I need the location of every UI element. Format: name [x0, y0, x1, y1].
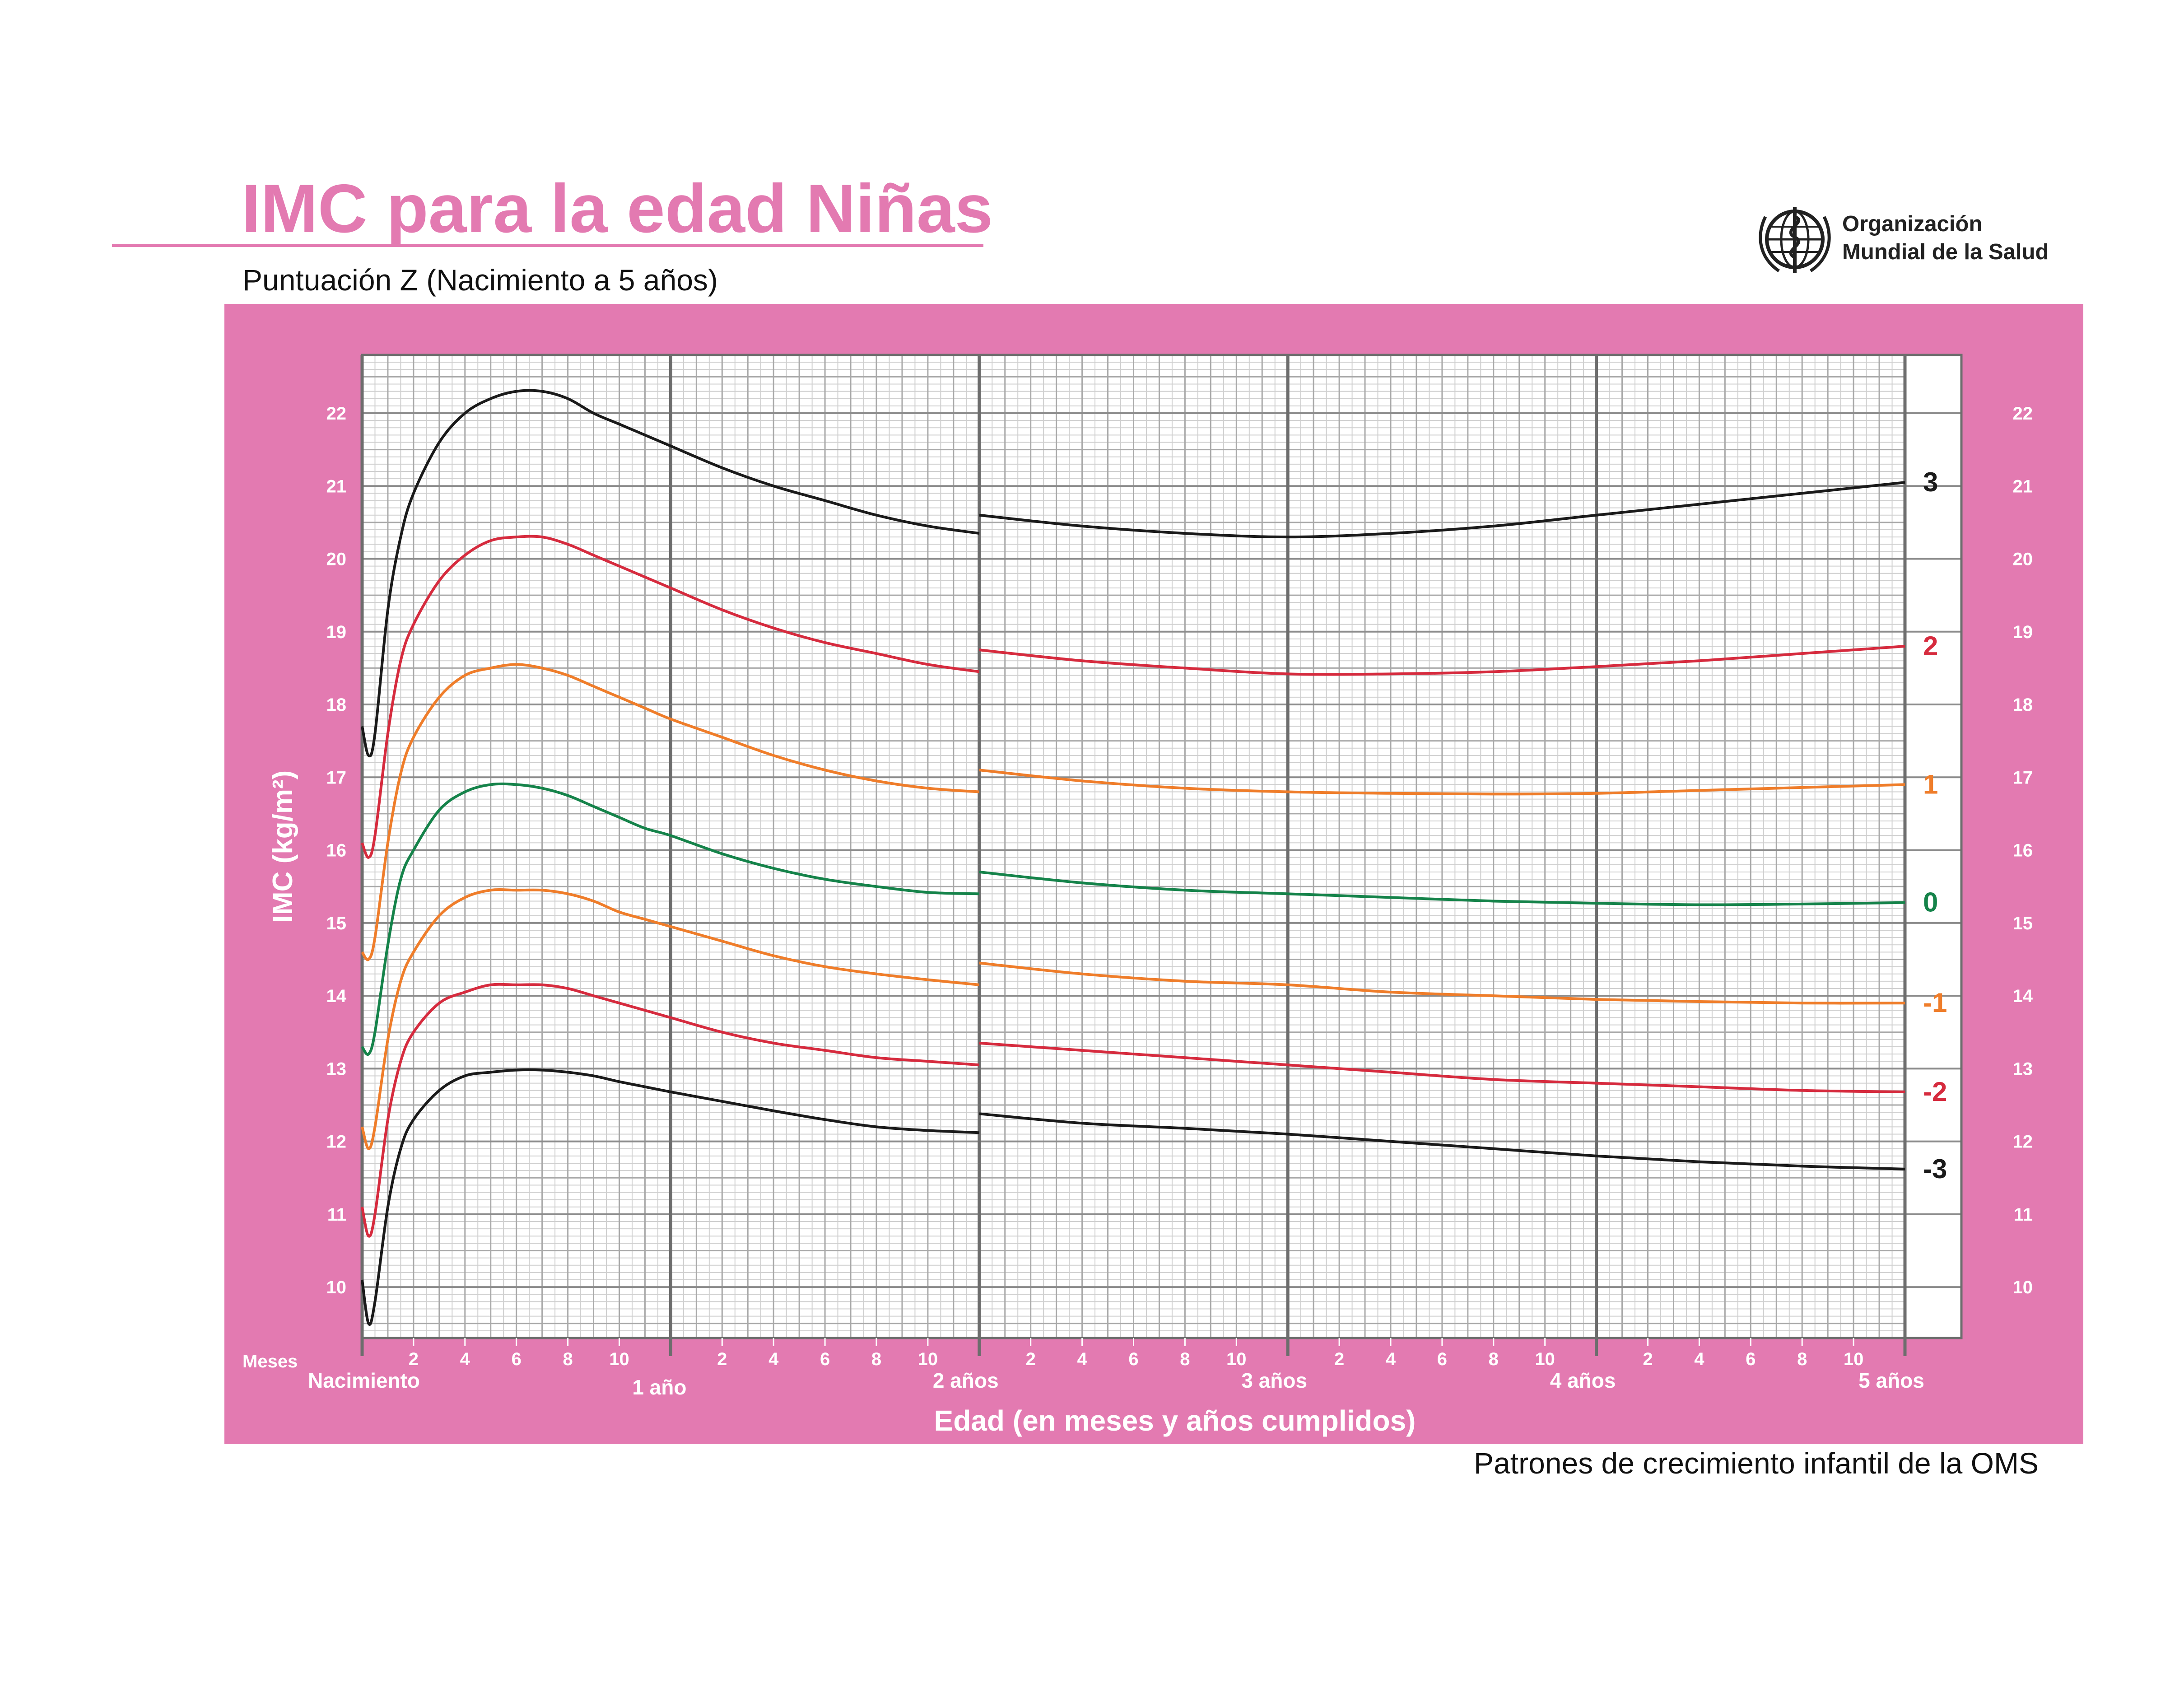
- series-line-z-1: [361, 888, 980, 1150]
- month-tick-label: 4: [460, 1349, 470, 1369]
- series-label-z0: 0: [1923, 887, 1938, 918]
- plot-area: [362, 355, 1961, 1338]
- month-tick-label: 4: [1386, 1349, 1396, 1369]
- series-label-z3: 3: [1923, 467, 1938, 497]
- y-tick-label-left: 13: [326, 1059, 347, 1079]
- month-tick-label: 8: [871, 1349, 881, 1369]
- months-label: Meses: [242, 1352, 298, 1371]
- page-title: IMC para la edad Niñas: [242, 170, 993, 247]
- who-logo-text: Organización Mundial de la Salud: [1842, 210, 2049, 266]
- month-tick-label: 2: [1643, 1349, 1653, 1369]
- month-tick-label: 4: [1694, 1349, 1704, 1369]
- series-line-z2: [979, 645, 1905, 676]
- y-tick-label-right: 18: [2013, 695, 2033, 715]
- series-line-z-2: [979, 1041, 1905, 1093]
- y-tick-label-left: 14: [326, 986, 347, 1006]
- month-tick-label: 4: [1077, 1349, 1087, 1369]
- series-line-z-3: [361, 1068, 979, 1326]
- y-tick-label-left: 15: [326, 914, 347, 933]
- series-line-z-2: [361, 983, 980, 1238]
- year-label: 5 años: [1858, 1369, 1924, 1392]
- series-line-z0: [979, 870, 1905, 906]
- y-tick-label-left: 12: [326, 1132, 347, 1152]
- series-line-z1: [979, 769, 1905, 796]
- title-underline: [112, 244, 983, 247]
- who-logo-line2: Mundial de la Salud: [1842, 240, 2049, 264]
- series-line-z3: [979, 481, 1905, 539]
- y-tick-label-left: 20: [326, 550, 347, 569]
- month-tick-label: 4: [768, 1349, 779, 1369]
- y-tick-label-right: 16: [2013, 841, 2033, 861]
- who-logo: Organización Mundial de la Salud: [1752, 199, 2049, 280]
- who-logo-line1: Organización: [1842, 212, 1983, 236]
- month-tick-label: 8: [1489, 1349, 1499, 1369]
- series-label-z1: 1: [1923, 769, 1938, 799]
- chart-panel: 10 10 11 11 12 12 13 13 14 14 15 15 16 16 17 17 18 18 19 19…: [224, 304, 2083, 1444]
- mid-grid: [361, 355, 1906, 1338]
- y-tick-label-left: 22: [326, 404, 347, 424]
- y-tick-label-right: 21: [2013, 476, 2033, 496]
- y-tick-label-right: 20: [2013, 550, 2033, 569]
- month-tick-label: 6: [820, 1349, 830, 1369]
- month-tick-label: 10: [1844, 1349, 1864, 1369]
- page-subtitle: Puntuación Z (Nacimiento a 5 años): [242, 263, 718, 297]
- series-label-z-1: -1: [1923, 988, 1947, 1018]
- year-label: Nacimiento: [308, 1369, 420, 1392]
- month-tick-label: 2: [1026, 1349, 1036, 1369]
- month-tick-label: 6: [1746, 1349, 1756, 1369]
- year-label: 1 año: [632, 1376, 686, 1399]
- series-label-z2: 2: [1923, 631, 1938, 661]
- month-tick-label: 10: [918, 1349, 938, 1369]
- series-line-z1: [361, 663, 980, 961]
- y-tick-label-left: 17: [326, 768, 347, 788]
- y-tick-label-left: 18: [326, 695, 347, 715]
- month-tick-label: 6: [512, 1349, 522, 1369]
- y-tick-label-right: 13: [2013, 1059, 2033, 1079]
- y-tick-label-left: 11: [327, 1205, 346, 1225]
- y-tick-label-right: 11: [2014, 1205, 2033, 1225]
- y-tick-label-right: 15: [2013, 914, 2033, 933]
- series-line-z0: [361, 782, 979, 1056]
- year-label: 4 años: [1550, 1369, 1616, 1392]
- y-tick-label-left: 21: [326, 476, 347, 496]
- year-label: 2 años: [933, 1369, 999, 1392]
- month-tick-label: 6: [1437, 1349, 1447, 1369]
- month-tick-label: 2: [409, 1349, 419, 1369]
- month-tick-label: 10: [609, 1349, 629, 1369]
- month-tick-label: 8: [1797, 1349, 1807, 1369]
- y-axis-label: IMC (kg/m²): [267, 770, 298, 923]
- major-grid: [362, 412, 1961, 1288]
- y-tick-label-right: 17: [2013, 768, 2033, 788]
- y-tick-label-left: 10: [326, 1278, 347, 1297]
- y-tick-label-left: 19: [326, 622, 347, 642]
- series-line-z2: [361, 535, 980, 859]
- who-emblem-icon: [1759, 207, 1831, 273]
- month-tick-label: 8: [563, 1349, 573, 1369]
- x-axis-label: Edad (en meses y años cumplidos): [934, 1404, 1416, 1437]
- y-tick-label-right: 19: [2013, 622, 2033, 642]
- y-tick-label-right: 10: [2013, 1278, 2033, 1297]
- series-label-z-3: -3: [1923, 1154, 1947, 1184]
- month-tick-label: 2: [1334, 1349, 1344, 1369]
- month-tick-label: 6: [1128, 1349, 1138, 1369]
- series-line-z-3: [979, 1112, 1905, 1170]
- month-tick-label: 8: [1180, 1349, 1190, 1369]
- month-tick-label: 2: [717, 1349, 727, 1369]
- y-tick-label-right: 22: [2013, 404, 2033, 424]
- year-label: 3 años: [1241, 1369, 1307, 1392]
- y-tick-label-left: 16: [326, 841, 347, 861]
- series-line-z-1: [979, 961, 1905, 1005]
- month-tick-label: 10: [1535, 1349, 1555, 1369]
- y-tick-label-right: 14: [2013, 986, 2033, 1006]
- footer-source: Patrones de crecimiento infantil de la O…: [1474, 1446, 2039, 1480]
- y-tick-label-right: 12: [2013, 1132, 2033, 1152]
- month-tick-label: 10: [1226, 1349, 1247, 1369]
- series-line-z3: [361, 389, 980, 758]
- series-label-z-2: -2: [1923, 1077, 1947, 1107]
